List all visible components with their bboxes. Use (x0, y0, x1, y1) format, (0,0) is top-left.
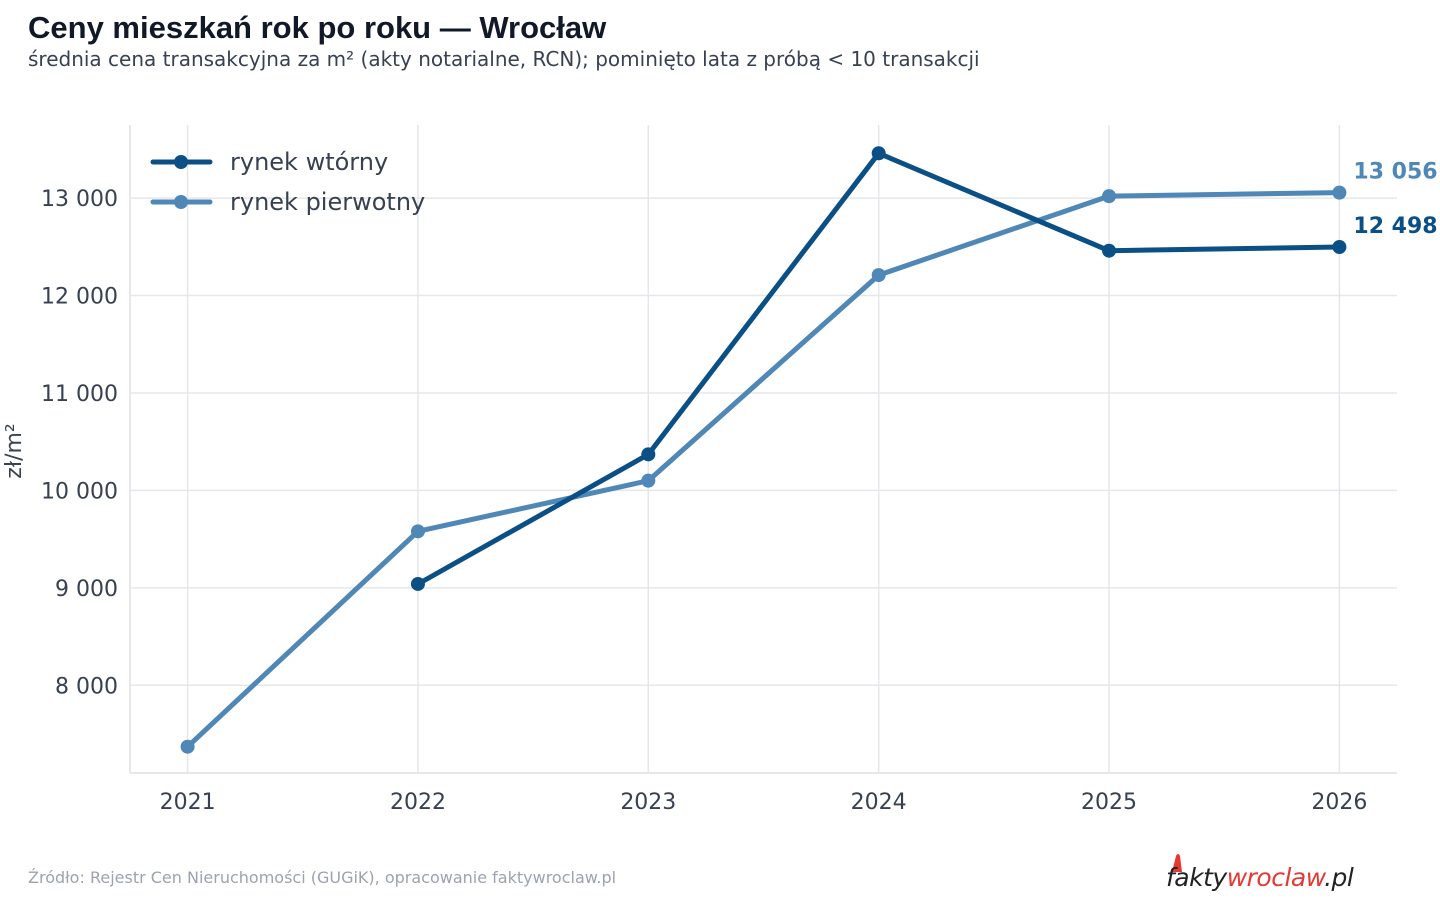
brand-logo: faktywroclaw.pl (1166, 854, 1354, 892)
y-tick-label: 13 000 (41, 187, 118, 212)
y-tick-label: 9 000 (55, 577, 118, 602)
y-tick-label: 8 000 (55, 674, 118, 699)
y-tick-label: 10 000 (41, 479, 118, 504)
legend-swatch-marker (174, 155, 188, 169)
series-line-primary (185, 190, 1342, 750)
chart-subtitle: średnia cena transakcyjna za m² (akty no… (28, 47, 980, 71)
grid (130, 125, 1397, 773)
axes: 8 000 9 000 10 000 11 000 12 000 13 000 2021 20… (2, 125, 1397, 815)
source-note: Źródło: Rejestr Cen Nieruchomości (GUGiK… (28, 868, 617, 887)
x-tick-label: 2025 (1081, 790, 1137, 815)
data-point (1332, 239, 1347, 254)
data-point (641, 447, 656, 462)
x-tick-label: 2023 (620, 790, 676, 815)
legend-label: rynek pierwotny (230, 188, 425, 216)
x-tick-label: 2021 (160, 790, 216, 815)
logo-text: faktywroclaw.pl (1166, 863, 1354, 892)
x-tick-label: 2024 (851, 790, 907, 815)
data-point (180, 739, 195, 754)
legend-swatch-marker (174, 195, 188, 209)
x-tick-label: 2026 (1311, 790, 1367, 815)
end-labels: 13 056 12 498 (1353, 160, 1437, 239)
y-axis-label: zł/m² (2, 423, 27, 478)
chart-title: Ceny mieszkań rok po roku — Wrocław (28, 10, 607, 45)
dwarf-hat-icon (1172, 854, 1182, 872)
data-point (410, 524, 425, 539)
data-point (1102, 243, 1117, 258)
data-point (641, 473, 656, 488)
series-lines (180, 146, 1347, 754)
end-value-label: 13 056 (1353, 160, 1437, 185)
data-point (871, 268, 886, 283)
data-point (871, 146, 886, 161)
end-value-label: 12 498 (1353, 214, 1437, 239)
legend: rynek wtórny rynek pierwotny (150, 148, 425, 216)
data-point (410, 576, 425, 591)
y-tick-label: 11 000 (41, 382, 118, 407)
data-point (1332, 185, 1347, 200)
legend-label: rynek wtórny (230, 148, 388, 176)
x-tick-label: 2022 (390, 790, 446, 815)
data-point (1102, 189, 1117, 204)
y-tick-label: 12 000 (41, 285, 118, 310)
